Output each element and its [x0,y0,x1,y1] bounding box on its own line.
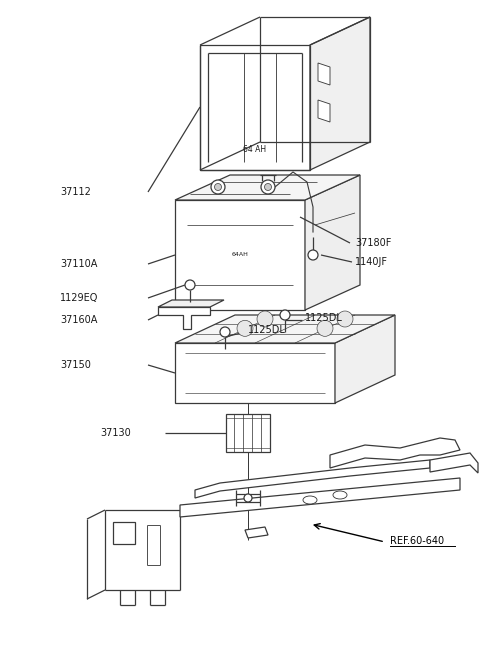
Polygon shape [318,100,330,122]
Text: 1129EQ: 1129EQ [60,293,98,303]
Text: 1125DL: 1125DL [305,313,343,323]
Text: 1125DL: 1125DL [248,325,286,335]
Polygon shape [175,343,335,403]
Circle shape [261,180,275,194]
Circle shape [280,310,290,320]
Polygon shape [330,438,460,468]
Circle shape [244,494,252,502]
Text: 37150: 37150 [60,360,91,370]
Polygon shape [318,63,330,85]
Ellipse shape [303,496,317,504]
Text: 37180F: 37180F [355,238,391,248]
Text: 1140JF: 1140JF [355,257,388,267]
Polygon shape [175,200,305,310]
Polygon shape [195,460,430,498]
Text: REF.60-640: REF.60-640 [390,536,444,546]
Circle shape [237,320,253,337]
Polygon shape [335,315,395,403]
Text: 37130: 37130 [100,428,131,438]
Circle shape [308,250,318,260]
Text: 64 AH: 64 AH [243,146,266,155]
Circle shape [337,311,353,327]
Circle shape [257,311,273,327]
Circle shape [211,180,225,194]
Polygon shape [175,175,360,200]
Circle shape [215,184,221,190]
Text: 37160A: 37160A [60,315,97,325]
Polygon shape [310,17,370,170]
Polygon shape [158,307,210,329]
Circle shape [220,327,230,337]
Text: 37110A: 37110A [60,259,97,269]
Circle shape [317,320,333,337]
Polygon shape [200,45,310,170]
Circle shape [264,184,272,190]
Circle shape [185,280,195,290]
Polygon shape [305,175,360,310]
Polygon shape [180,478,460,517]
Text: 37112: 37112 [60,187,91,197]
Ellipse shape [333,491,347,499]
Text: 64AH: 64AH [231,253,249,258]
Polygon shape [430,453,478,473]
Polygon shape [245,527,268,538]
Polygon shape [113,522,135,544]
Polygon shape [226,414,270,452]
Polygon shape [158,300,224,307]
Polygon shape [175,315,395,343]
